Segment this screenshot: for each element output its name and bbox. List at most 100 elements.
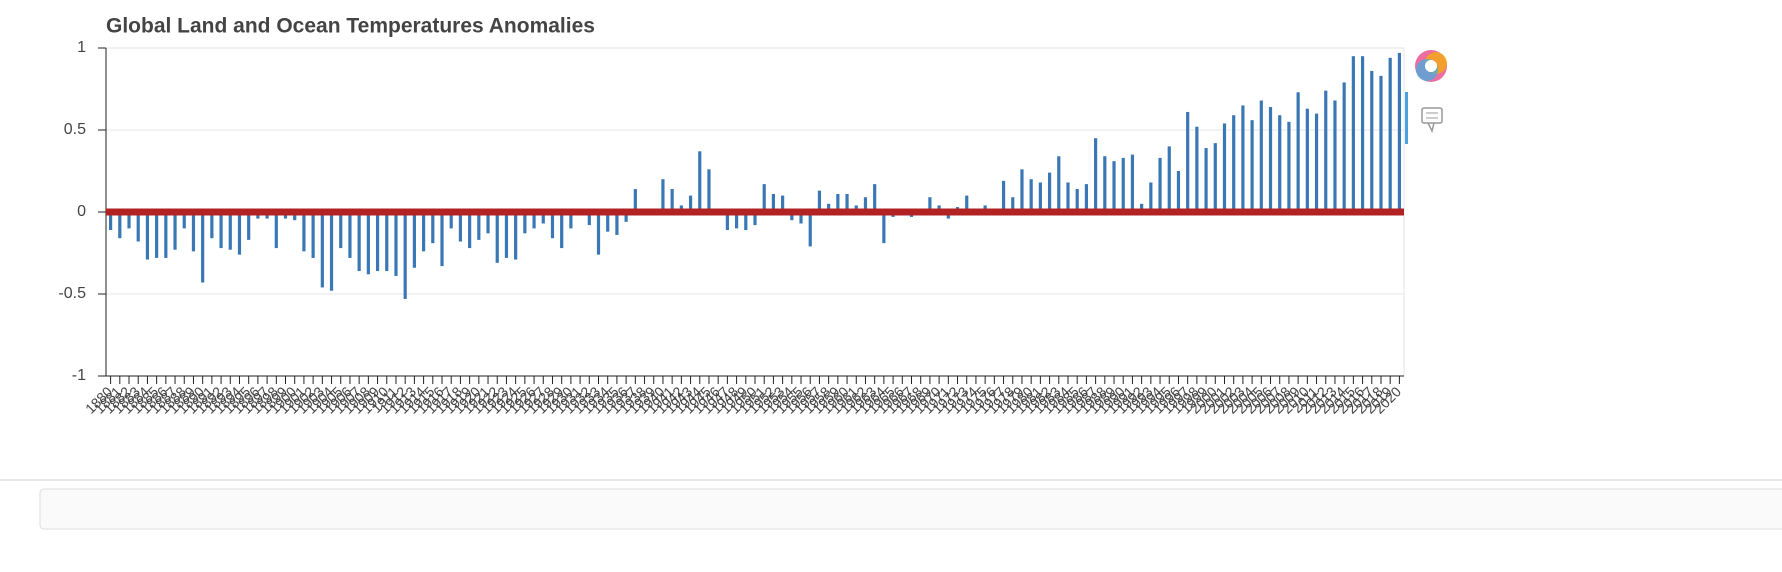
bar xyxy=(1038,182,1042,212)
bar xyxy=(1232,115,1236,212)
bar xyxy=(247,212,251,240)
bar xyxy=(1047,172,1052,212)
bar xyxy=(965,195,969,212)
bar xyxy=(182,212,186,229)
bar xyxy=(615,212,619,235)
bar xyxy=(1314,113,1319,212)
bar xyxy=(661,179,665,212)
bar xyxy=(311,212,315,258)
bar xyxy=(394,212,398,276)
bar xyxy=(532,212,536,229)
bar xyxy=(366,212,370,275)
bar xyxy=(136,212,140,242)
bar xyxy=(587,212,591,226)
y-tick-label: 0.5 xyxy=(64,121,86,138)
bar xyxy=(1084,184,1089,212)
bar xyxy=(164,212,168,258)
bar xyxy=(1103,156,1107,212)
hover-tool[interactable] xyxy=(1421,107,1443,134)
bar xyxy=(1121,157,1125,212)
bar xyxy=(1149,182,1153,212)
bar xyxy=(1287,121,1291,212)
bar xyxy=(1351,56,1355,213)
bar xyxy=(734,212,739,229)
bar xyxy=(1130,154,1135,212)
bar xyxy=(339,212,343,249)
bar xyxy=(744,212,748,231)
bar xyxy=(357,212,361,272)
bar xyxy=(1259,100,1263,212)
bar xyxy=(1020,169,1024,212)
y-tick-label: 1 xyxy=(77,39,86,56)
bar xyxy=(514,212,518,260)
bar xyxy=(210,212,214,239)
bar xyxy=(1094,138,1098,212)
bar xyxy=(431,212,435,244)
bar xyxy=(155,212,159,258)
bar xyxy=(1066,182,1070,212)
bar xyxy=(790,212,794,221)
toolbar-active-indicator xyxy=(1405,92,1408,144)
bar xyxy=(560,212,564,249)
bar xyxy=(385,212,389,272)
bar xyxy=(228,212,232,250)
bar xyxy=(1167,146,1171,212)
bar xyxy=(550,212,555,239)
bar xyxy=(1333,100,1337,212)
bar xyxy=(1370,70,1374,213)
bar xyxy=(624,212,628,222)
bar xyxy=(1388,57,1392,213)
bar xyxy=(1397,52,1401,212)
bar xyxy=(725,212,729,231)
y-tick-label: -1 xyxy=(72,367,86,384)
bar xyxy=(1158,157,1162,212)
bar xyxy=(1222,123,1227,212)
bar xyxy=(698,151,702,212)
bar xyxy=(109,212,113,231)
input-box[interactable] xyxy=(39,488,1782,530)
bar xyxy=(596,212,601,255)
bar xyxy=(1213,143,1217,212)
bar xyxy=(523,212,527,234)
bokeh-logo[interactable] xyxy=(1415,50,1447,82)
bar xyxy=(1112,161,1116,212)
bar xyxy=(1176,171,1181,212)
bar xyxy=(1250,120,1254,212)
bar xyxy=(1186,111,1190,212)
bar xyxy=(191,212,196,252)
bar xyxy=(1360,56,1365,213)
bar xyxy=(1268,107,1273,212)
bar xyxy=(541,212,545,224)
bar xyxy=(329,212,334,291)
y-tick-label: -0.5 xyxy=(58,285,86,302)
bar xyxy=(201,212,205,283)
bar xyxy=(302,212,306,252)
bar xyxy=(1241,105,1245,212)
bar xyxy=(237,212,242,255)
bar xyxy=(827,203,831,212)
bar xyxy=(688,195,693,212)
bar xyxy=(1296,92,1300,212)
bar xyxy=(863,197,868,212)
bar xyxy=(1278,115,1282,212)
bar xyxy=(1195,126,1199,212)
bar xyxy=(569,212,573,229)
bar xyxy=(468,212,472,249)
bar xyxy=(1342,82,1346,212)
bar xyxy=(781,195,785,212)
bar xyxy=(219,212,223,249)
bar xyxy=(127,212,131,229)
bar xyxy=(320,212,324,288)
bar xyxy=(1379,75,1383,212)
bar xyxy=(274,212,278,249)
bar xyxy=(375,212,380,272)
bar xyxy=(412,212,416,268)
bar xyxy=(449,212,453,229)
bar xyxy=(882,212,886,244)
bar xyxy=(1305,108,1309,212)
bar xyxy=(173,212,177,250)
bar xyxy=(1057,156,1061,212)
bar xyxy=(762,184,766,212)
bar xyxy=(1140,203,1144,212)
bar xyxy=(707,169,711,212)
